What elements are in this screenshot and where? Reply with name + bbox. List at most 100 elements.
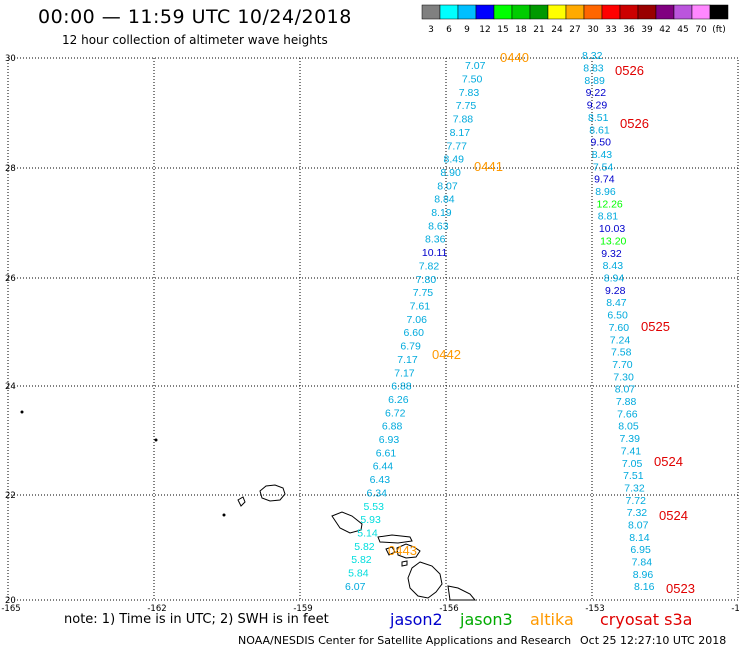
- pass-time-label: 0525: [641, 319, 670, 334]
- altika-swh-value: 7.17: [394, 367, 415, 379]
- cryosat-swh-value: 9.22: [586, 87, 607, 99]
- color-scale-label: 27: [569, 25, 580, 35]
- altika-swh-value: 7.17: [397, 354, 418, 366]
- legend-altika: altika: [530, 610, 574, 629]
- lat-tick-label: 28: [5, 164, 16, 174]
- cryosat-swh-value: 8.89: [584, 75, 605, 87]
- pass-time-label: 0440: [500, 50, 529, 65]
- color-scale-bar: 3 6 9 12 15 18 21 24 27 30 33 36 39 42 45 70 (ft): [421, 4, 729, 35]
- altika-swh-value: 8.84: [434, 194, 455, 206]
- altika-swh-value: 7.06: [407, 314, 428, 326]
- altika-swh-value: 7.82: [419, 261, 440, 273]
- cryosat-swh-value: 9.32: [601, 248, 622, 260]
- cryosat-swh-value: 7.41: [621, 445, 642, 457]
- cryosat-swh-value: 8.43: [592, 149, 613, 161]
- legend-cryosat: cryosat s3a: [600, 610, 693, 629]
- island-niihau: [237, 496, 246, 507]
- altika-swh-value: 8.36: [425, 234, 446, 246]
- lat-tick-label: 20: [5, 596, 16, 606]
- pass-time-label: 0524: [654, 454, 683, 469]
- lon-tick-label: -159: [293, 604, 312, 614]
- color-scale-label: 6: [446, 25, 452, 35]
- altika-swh-value: 8.63: [428, 220, 449, 232]
- island-hawaii-north: [447, 585, 477, 601]
- cryosat-swh-value: 7.72: [626, 495, 647, 507]
- altika-swh-value: 10.11: [422, 247, 448, 259]
- altika-swh-value: 6.88: [391, 381, 412, 393]
- altika-swh-value: 7.50: [462, 74, 483, 86]
- islet-3: [222, 513, 226, 517]
- color-scale-label: 33: [605, 25, 616, 35]
- lon-tick-label: -153: [585, 604, 604, 614]
- footnote: note: 1) Time is in UTC; 2) SWH is in fe…: [64, 612, 329, 627]
- cryosat-swh-value: 8.16: [634, 581, 655, 593]
- cryosat-swh-value: 6.50: [607, 310, 628, 322]
- altika-swh-value: 5.93: [360, 514, 381, 526]
- altika-swh-value: 7.07: [465, 60, 486, 72]
- island-kauai: [259, 484, 286, 502]
- cryosat-swh-value: 8.61: [589, 124, 610, 136]
- lat-lon-grid: [7, 57, 739, 601]
- color-scale-label: 36: [623, 25, 635, 35]
- altika-swh-value: 5.84: [348, 568, 369, 580]
- cryosat-swh-value: 8.96: [595, 186, 616, 198]
- island-hawaii: [407, 561, 443, 599]
- lon-tick-label: -150: [731, 604, 740, 614]
- lat-tick-label: 30: [5, 54, 16, 64]
- cryosat-swh-value: 7.84: [632, 557, 653, 569]
- altika-swh-value: 7.61: [410, 301, 431, 313]
- pass-time-label: 0441: [474, 159, 503, 174]
- altika-swh-value: 6.72: [385, 407, 406, 419]
- altika-swh-value: 8.49: [444, 154, 465, 166]
- cryosat-swh-value: 7.30: [613, 371, 634, 383]
- cryosat-swh-value: 8.43: [603, 260, 624, 272]
- cryosat-swh-value: 8.51: [588, 112, 609, 124]
- islet-2: [154, 438, 158, 442]
- cryosat-swh-value: 7.60: [609, 322, 630, 334]
- cryosat-swh-value: 8.07: [628, 520, 649, 532]
- lon-tick-label: -165: [1, 604, 20, 614]
- altika-swh-value: 5.14: [357, 528, 378, 540]
- color-scale-label: (ft): [712, 25, 726, 35]
- altika-swh-value: 5.82: [354, 541, 375, 553]
- cryosat-swh-value: 8.81: [598, 211, 619, 223]
- color-scale-label: 24: [551, 25, 563, 35]
- cryosat-swh-value: 8.07: [615, 384, 636, 396]
- altika-swh-value: 5.82: [351, 554, 372, 566]
- cryosat-swh-value: 7.32: [627, 507, 648, 519]
- cryosat-swh-value: 13.20: [600, 236, 626, 248]
- color-scale-label: 9: [464, 25, 470, 35]
- island-molokai: [377, 534, 413, 544]
- cryosat-swh-value: 6.95: [630, 544, 651, 556]
- footer-credit: NOAA/NESDIS Center for Satellite Applica…: [238, 634, 572, 647]
- cryosat-swh-value: 9.50: [591, 137, 612, 149]
- map-title: 00:00 — 11:59 UTC 10/24/2018: [38, 6, 352, 28]
- color-scale-label: 39: [641, 25, 653, 35]
- color-scale-label: 42: [659, 25, 670, 35]
- cryosat-swh-value: 8.05: [618, 421, 639, 433]
- cryosat-swh-value: 8.94: [604, 273, 625, 285]
- altika-swh-value: 7.88: [453, 114, 474, 126]
- legend-jason2: jason2: [390, 610, 443, 629]
- pass-time-label: 0524: [659, 508, 688, 523]
- legend-jason3: jason3: [460, 610, 513, 629]
- altika-swh-value: 6.26: [388, 394, 409, 406]
- island-kahoolawe: [401, 560, 408, 567]
- lat-tick-label: 26: [5, 274, 16, 284]
- hawaii-islands: [20, 410, 477, 601]
- cryosat-swh-value: 7.54: [593, 161, 614, 173]
- color-scale-label: 15: [497, 25, 508, 35]
- map-subtitle: 12 hour collection of altimeter wave hei…: [62, 33, 328, 47]
- color-scale-label: 30: [587, 25, 599, 35]
- color-scale-label: 18: [515, 25, 527, 35]
- cryosat-swh-value: 7.51: [623, 470, 644, 482]
- pass-time-labels: 0440 0441 0442 0443 0526 0526 0525 0524 0524 0523: [388, 50, 695, 596]
- footer-timestamp: Oct 25 12:27:10 UTC 2018: [580, 634, 727, 647]
- cryosat-track: 8.328.838.899.229.298.518.619.508.437.54…: [582, 50, 655, 593]
- altika-swh-value: 7.75: [456, 100, 477, 112]
- cryosat-swh-value: 8.32: [582, 50, 603, 62]
- altika-swh-value: 6.07: [345, 581, 366, 593]
- lat-tick-label: 22: [5, 491, 16, 501]
- island-maui: [396, 543, 421, 559]
